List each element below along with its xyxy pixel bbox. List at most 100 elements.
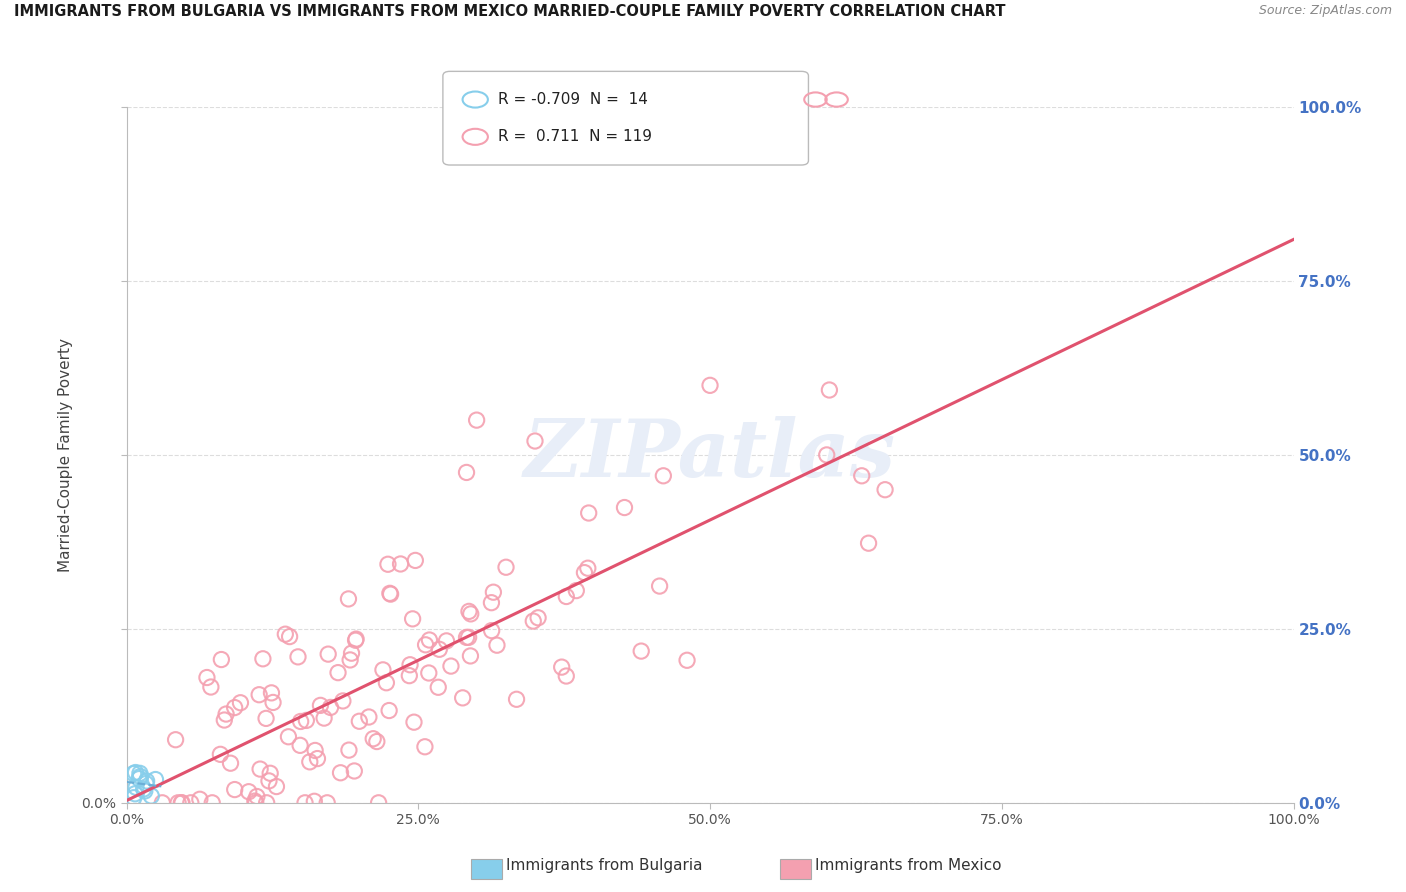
Point (344, 633, 367, 648)
Point (129, 770, 152, 784)
Point (316, 647, 339, 661)
Point (380, 587, 402, 601)
Point (415, 638, 437, 652)
Point (252, 652, 274, 666)
Point (404, 553, 426, 567)
Point (340, 646, 363, 660)
Point (451, 690, 474, 705)
Point (167, 796, 190, 810)
Point (337, 591, 360, 606)
Point (304, 794, 326, 808)
Point (215, 707, 238, 722)
Point (332, 694, 354, 708)
Point (402, 715, 425, 730)
Point (290, 714, 312, 729)
Point (135, 776, 157, 790)
Point (676, 653, 699, 667)
Point (495, 560, 517, 574)
Point (652, 468, 675, 483)
Point (699, 378, 721, 392)
Point (274, 627, 297, 641)
Point (818, 383, 841, 397)
Point (482, 585, 505, 599)
Point (170, 796, 193, 810)
Point (858, 536, 880, 550)
Point (418, 633, 440, 648)
Point (141, 789, 163, 803)
Point (124, 787, 146, 801)
Point (613, 500, 636, 515)
Point (339, 653, 361, 667)
Point (427, 642, 450, 657)
Point (456, 466, 478, 480)
Point (224, 700, 246, 714)
Point (389, 557, 412, 571)
Point (460, 648, 482, 663)
Point (209, 652, 232, 666)
Point (815, 448, 838, 462)
Point (262, 695, 284, 709)
Point (377, 558, 399, 572)
Point (401, 612, 423, 626)
Point (314, 711, 336, 725)
Point (200, 680, 222, 694)
Point (245, 796, 267, 810)
Point (481, 596, 503, 610)
Point (398, 668, 420, 682)
Point (440, 659, 463, 673)
Point (124, 765, 146, 780)
Point (551, 660, 574, 674)
Point (326, 665, 349, 680)
Point (366, 734, 388, 748)
Point (304, 743, 326, 757)
Point (460, 607, 482, 621)
Point (485, 638, 508, 652)
Point (565, 583, 588, 598)
Point (555, 590, 578, 604)
Point (458, 604, 481, 618)
Point (522, 614, 544, 628)
Point (505, 692, 527, 706)
Point (349, 714, 371, 729)
Point (295, 714, 318, 728)
Point (122, 790, 145, 805)
Point (278, 630, 301, 644)
Point (527, 611, 550, 625)
Point (125, 780, 148, 795)
Point (229, 696, 252, 710)
Text: Immigrants from Bulgaria: Immigrants from Bulgaria (506, 858, 703, 872)
Point (180, 796, 202, 810)
Point (249, 762, 271, 776)
Point (135, 774, 157, 789)
Point (357, 710, 380, 724)
Point (319, 700, 342, 714)
Point (555, 669, 578, 683)
Point (851, 468, 873, 483)
Point (122, 766, 145, 780)
Point (523, 434, 546, 448)
Point (256, 796, 278, 810)
Point (344, 632, 367, 646)
Point (436, 633, 458, 648)
Point (132, 782, 155, 797)
Point (337, 743, 360, 757)
Point (378, 704, 401, 718)
Point (578, 506, 600, 520)
Point (316, 796, 339, 810)
Point (375, 675, 398, 690)
Point (195, 671, 218, 685)
Point (188, 792, 211, 806)
Point (371, 663, 394, 677)
Point (128, 772, 150, 786)
Text: IMMIGRANTS FROM BULGARIA VS IMMIGRANTS FROM MEXICO MARRIED-COUPLE FAMILY POVERTY: IMMIGRANTS FROM BULGARIA VS IMMIGRANTS F… (14, 4, 1005, 20)
Text: R = -0.709  N =  14: R = -0.709 N = 14 (498, 92, 648, 107)
Text: Source: ZipAtlas.com: Source: ZipAtlas.com (1258, 4, 1392, 18)
Point (209, 747, 232, 762)
Y-axis label: Married-Couple Family Poverty: Married-Couple Family Poverty (58, 338, 73, 572)
Point (343, 764, 366, 778)
Point (266, 780, 288, 794)
Point (465, 413, 488, 427)
Point (630, 644, 652, 658)
Point (288, 739, 311, 753)
Point (257, 773, 280, 788)
